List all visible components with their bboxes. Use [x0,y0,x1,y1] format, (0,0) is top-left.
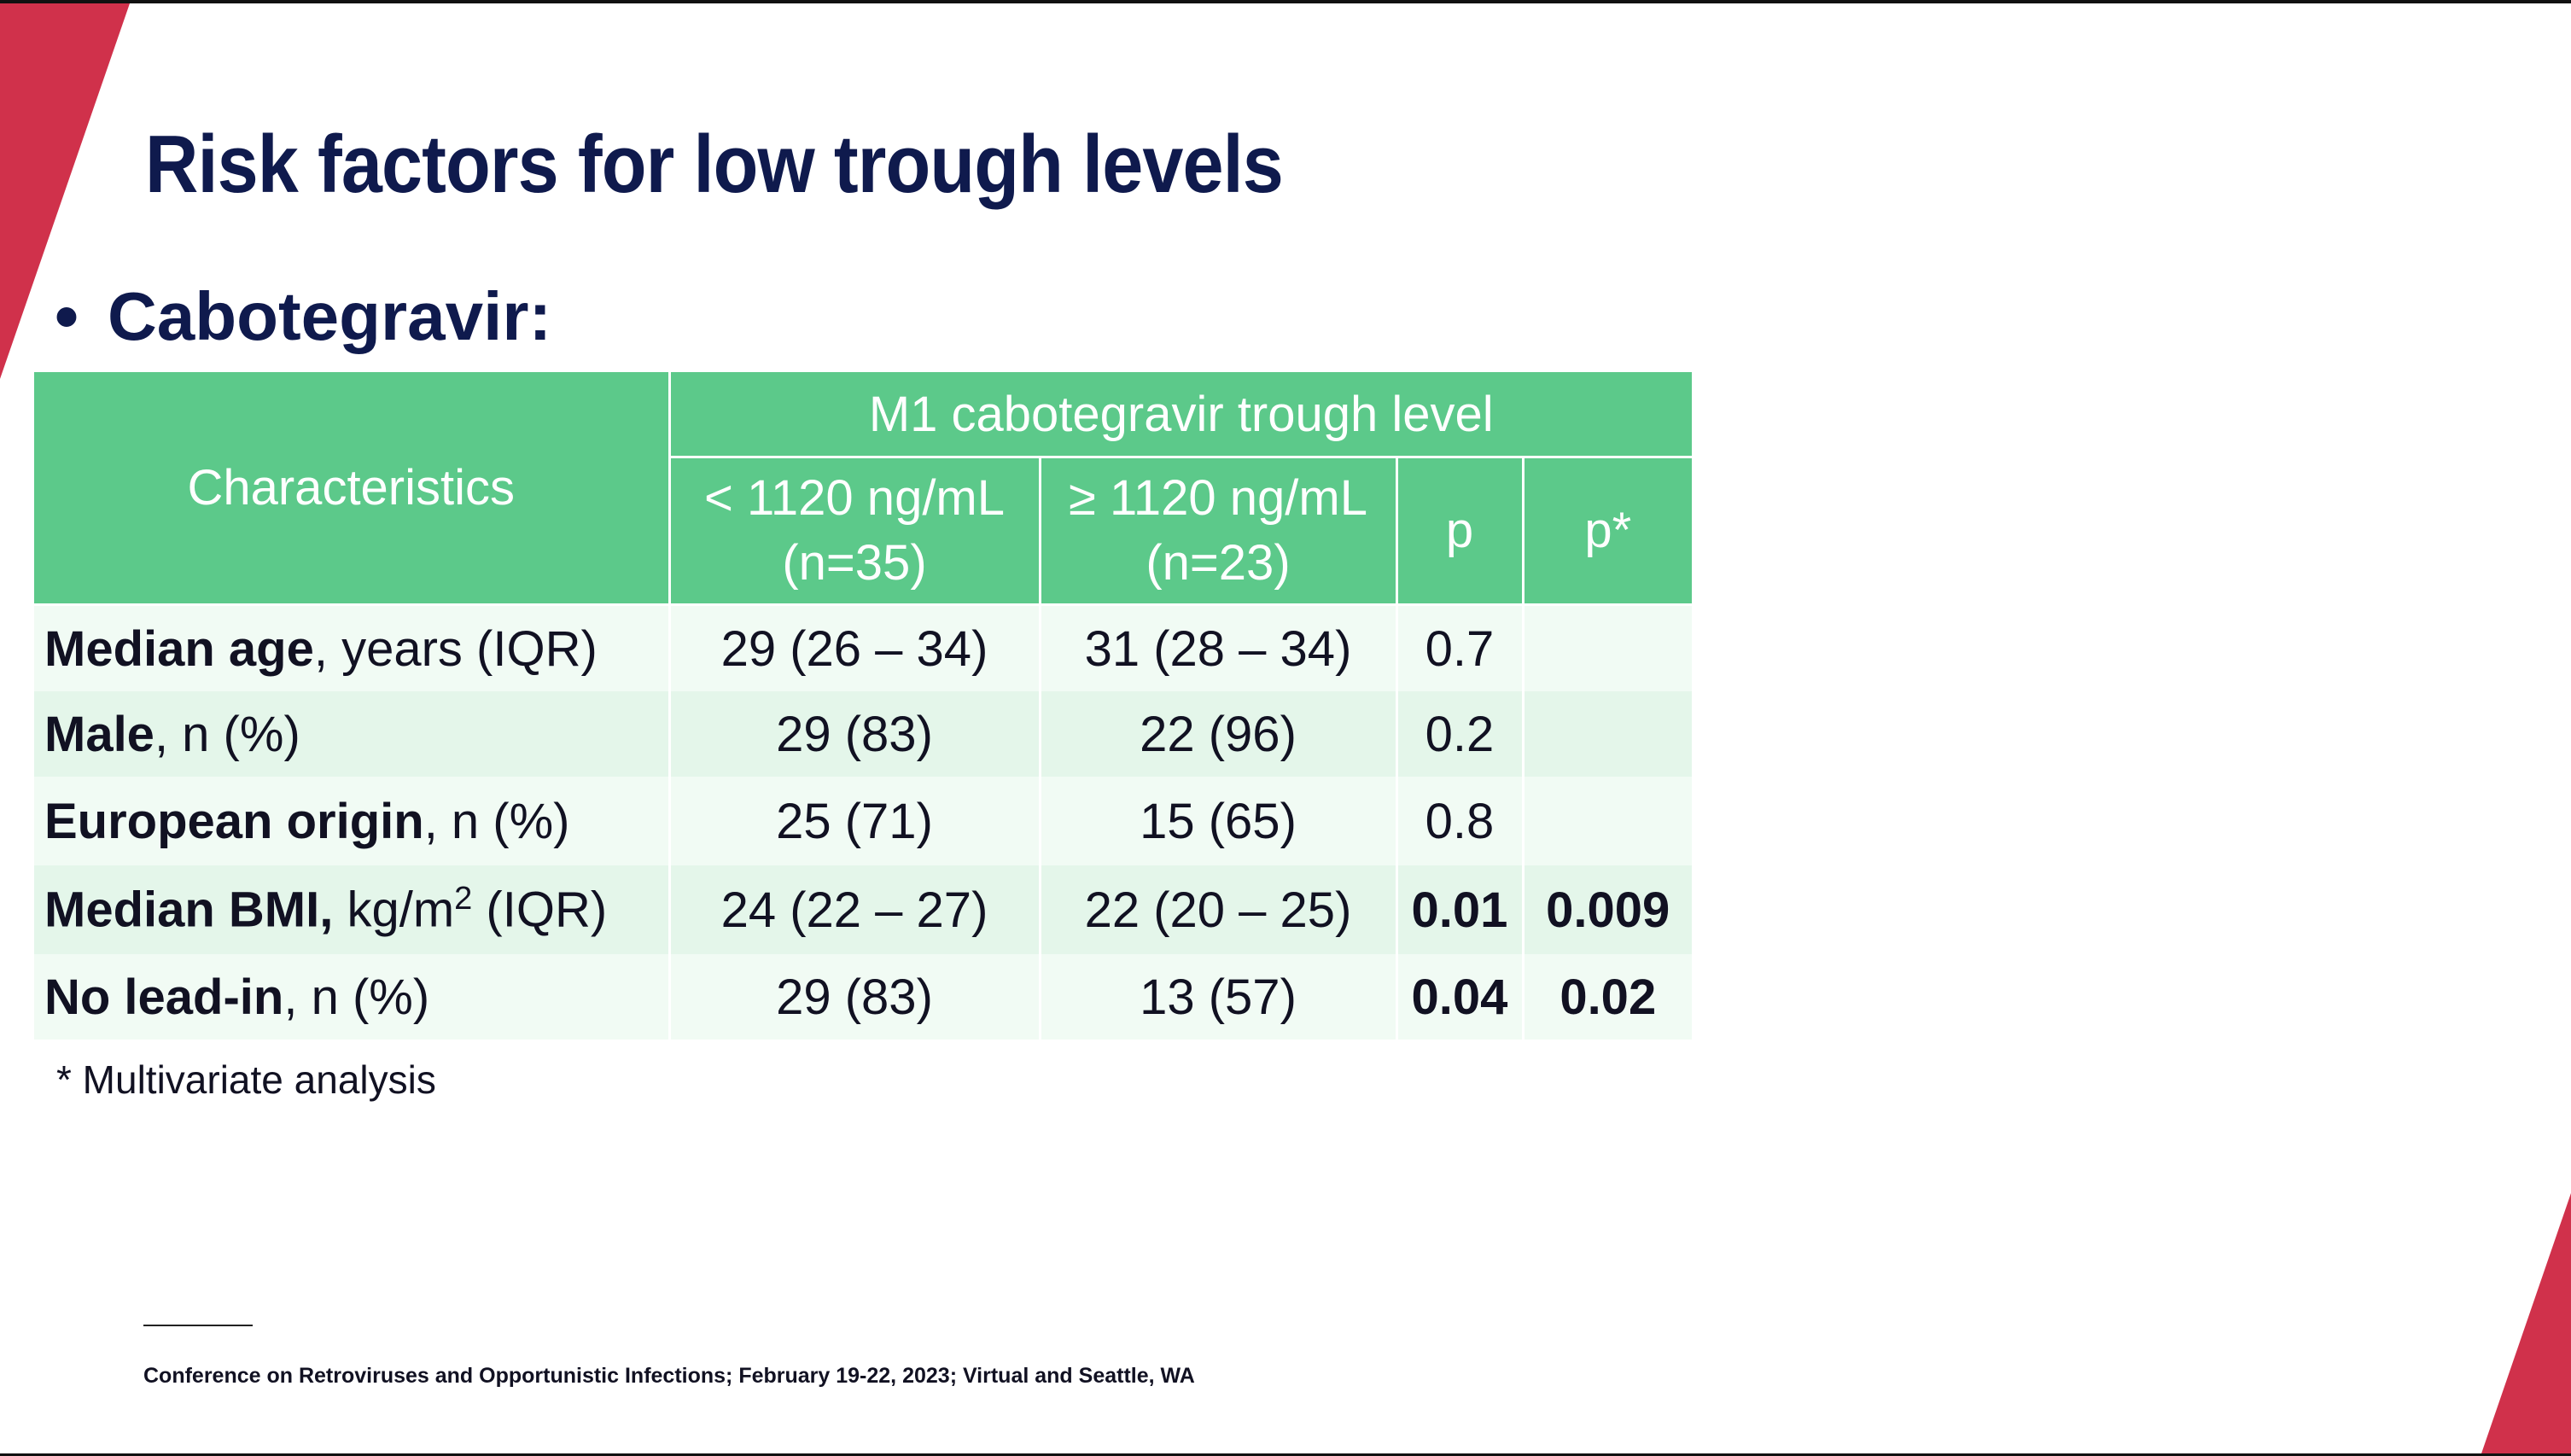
row-label: No lead-in, n (%) [34,954,671,1040]
cell-high: 31 (28 – 34) [1040,604,1398,691]
table-row: Median BMI, kg/m2 (IQR) 24 (22 – 27) 22 … [34,865,1693,954]
row-label-bold: No lead-in [44,969,284,1025]
cell-p: 0.01 [1396,865,1525,954]
row-label: Male, n (%) [34,691,671,777]
cell-p-star [1523,691,1693,777]
cell-p-star: 0.02 [1523,954,1693,1040]
table-row: European origin, n (%) 25 (71) 15 (65) 0… [34,777,1693,865]
row-label: Median BMI, kg/m2 (IQR) [34,865,671,954]
row-label-bold: Male [44,706,154,762]
header-p: p [1396,457,1525,606]
header-p-star: p* [1523,457,1693,606]
cell-high: 22 (20 – 25) [1040,865,1398,954]
cell-high: 15 (65) [1040,777,1398,865]
top-border [0,0,2571,3]
reference-divider [143,1325,253,1326]
cell-low: 25 (71) [669,777,1041,865]
bullet-dot: • [55,278,79,354]
cell-high: 22 (96) [1040,691,1398,777]
cell-p-star [1523,604,1693,691]
table-row: No lead-in, n (%) 29 (83) 13 (57) 0.04 0… [34,954,1693,1040]
results-table: Characteristics M1 cabotegravir trough l… [34,372,1693,1040]
cell-p: 0.2 [1396,691,1525,777]
cell-p: 0.7 [1396,604,1525,691]
slide-title: Risk factors for low trough levels [145,119,1284,210]
cell-low: 29 (83) [669,691,1041,777]
row-label-rest: , n (%) [154,706,300,762]
cell-p-star: 0.009 [1523,865,1693,954]
header-characteristics: Characteristics [34,372,671,606]
bullet-text: Cabotegravir: [108,278,552,354]
cell-p: 0.04 [1396,954,1525,1040]
header-high-group: ≥ 1120 ng/mL (n=23) [1040,457,1398,606]
bottom-border [0,1453,2571,1456]
row-label-bold: Median age [44,620,314,677]
footnote: * Multivariate analysis [56,1057,436,1102]
header-trough-level: M1 cabotegravir trough level [669,372,1693,458]
cell-low: 24 (22 – 27) [669,865,1041,954]
row-label-rest: , n (%) [283,969,430,1025]
row-label-bold: Median BMI, [44,882,334,938]
bottom-right-red-wedge [2481,1193,2571,1456]
header-low-n: (n=35) [782,535,927,591]
table-row: Median age, years (IQR) 29 (26 – 34) 31 … [34,604,1693,691]
row-label: European origin, n (%) [34,777,671,865]
cell-p: 0.8 [1396,777,1525,865]
cell-high: 13 (57) [1040,954,1398,1040]
cell-p-star [1523,777,1693,865]
cell-low: 29 (26 – 34) [669,604,1041,691]
header-high-n: (n=23) [1146,535,1291,591]
row-label-bold: European origin [44,793,424,849]
citation: Conference on Retroviruses and Opportuni… [143,1364,1195,1388]
header-low-group: < 1120 ng/mL (n=35) [669,457,1041,606]
row-label-rest: , years (IQR) [313,620,598,677]
header-high-range: ≥ 1120 ng/mL [1069,470,1367,526]
row-label-superscript: 2 [454,881,473,917]
header-low-range: < 1120 ng/mL [703,470,1006,526]
row-label-rest: , n (%) [423,793,570,849]
row-label: Median age, years (IQR) [34,604,671,691]
cell-low: 29 (83) [669,954,1041,1040]
table-row: Male, n (%) 29 (83) 22 (96) 0.2 [34,691,1693,777]
row-label-rest: kg/m [333,882,455,938]
bullet-item: • Cabotegravir: [55,277,551,356]
row-label-rest-post: (IQR) [472,882,608,938]
top-left-red-wedge [0,3,130,379]
